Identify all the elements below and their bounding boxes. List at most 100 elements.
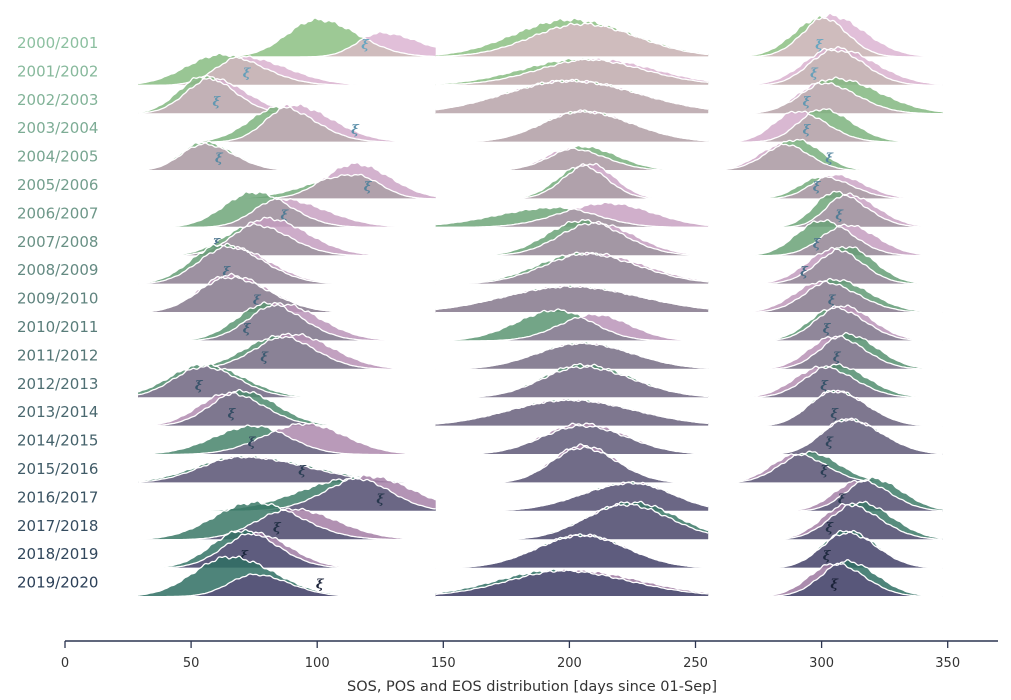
- xi-marker: ξ: [253, 294, 262, 309]
- ridge-eos: [708, 108, 943, 143]
- ridge-eos: [708, 559, 943, 598]
- ridge-pos: [435, 397, 709, 427]
- x-tick-label: 200: [557, 656, 582, 671]
- season-label: 2017/2018: [17, 517, 98, 535]
- outline-series-a: [435, 57, 709, 85]
- area-overlap: [435, 222, 709, 256]
- x-tick-label: 300: [809, 656, 834, 671]
- ridge-pos: [435, 284, 709, 314]
- area-overlap: [435, 342, 709, 370]
- x-axis-label: SOS, POS and EOS distribution [days sinc…: [347, 679, 717, 695]
- x-tick-label: 50: [183, 656, 200, 671]
- xi-marker: ξ: [815, 38, 824, 53]
- area-overlap: [138, 304, 436, 341]
- ridge-eos: [708, 304, 943, 342]
- ridge-sos: [138, 455, 436, 484]
- area-series-a: [138, 556, 436, 597]
- xi-marker: ξ: [803, 123, 812, 138]
- xi-marker: ξ: [800, 265, 809, 280]
- area-overlap: [708, 281, 943, 313]
- ridge-sos: [138, 140, 436, 172]
- area-overlap: [708, 366, 943, 398]
- ridge-eos: [708, 389, 943, 427]
- xi-marker: ξ: [820, 464, 829, 479]
- area-overlap: [138, 430, 436, 455]
- outline-series-b: [435, 22, 709, 58]
- ridge-sos: [138, 388, 436, 427]
- xi-marker: ξ: [298, 464, 307, 479]
- outline-series-b: [435, 78, 709, 111]
- ridge-sos: [138, 103, 436, 143]
- area-overlap: [138, 142, 436, 171]
- xi-marker: ξ: [823, 549, 832, 564]
- xi-marker: ξ: [243, 66, 252, 81]
- season-label: 2003/2004: [17, 119, 98, 137]
- outline-series-b: [435, 397, 709, 425]
- xi-marker: ξ: [240, 549, 249, 564]
- xi-marker: ξ: [361, 38, 370, 53]
- outline-series-a: [435, 17, 709, 56]
- x-tick-label: 250: [683, 656, 708, 671]
- area-overlap: [138, 365, 436, 398]
- xi-marker: ξ: [833, 350, 842, 365]
- season-label: 2001/2002: [17, 62, 98, 80]
- ridge-pos: [435, 533, 709, 569]
- area-overlap: [708, 82, 943, 114]
- xi-marker: ξ: [813, 237, 822, 252]
- xi-marker: ξ: [825, 436, 834, 451]
- area-overlap: [138, 336, 436, 370]
- area-overlap: [435, 366, 709, 398]
- area-overlap: [435, 165, 709, 199]
- xi-marker: ξ: [215, 152, 224, 167]
- xi-marker: ξ: [248, 436, 257, 451]
- season-label: 2004/2005: [17, 148, 98, 166]
- ridge-pos: [435, 17, 709, 58]
- xi-marker: ξ: [830, 578, 839, 593]
- ridge-sos: [138, 242, 436, 285]
- xi-marker: ξ: [212, 237, 221, 252]
- x-tick-label: 0: [61, 656, 69, 671]
- outline-series-b: [435, 284, 709, 310]
- xi-marker: ξ: [823, 322, 832, 337]
- xi-marker: ξ: [223, 265, 232, 280]
- ridge-sos: [138, 474, 436, 513]
- season-label: 2014/2015: [17, 432, 98, 450]
- ridge-eos: [708, 500, 943, 541]
- ridge-eos: [708, 277, 943, 314]
- outline-series-b: [708, 365, 943, 399]
- area-overlap: [138, 198, 436, 228]
- ridge-eos: [708, 45, 943, 87]
- area-overlap: [138, 456, 436, 483]
- xi-marker: ξ: [810, 66, 819, 81]
- outline-series-b: [435, 568, 709, 595]
- ridge-sos: [137, 363, 436, 399]
- area-overlap: [138, 276, 436, 313]
- area-overlap: [708, 114, 943, 143]
- area-overlap: [435, 80, 709, 114]
- x-tick-label: 350: [935, 656, 960, 671]
- xi-marker: ξ: [825, 521, 834, 536]
- outline-series-b: [435, 109, 709, 143]
- area-overlap: [708, 176, 943, 199]
- ridge-eos: [708, 450, 943, 484]
- season-label: 2019/2020: [17, 574, 98, 592]
- ridge-sos: [138, 332, 436, 371]
- xi-marker: ξ: [828, 294, 837, 309]
- xi-marker: ξ: [228, 407, 237, 422]
- season-label: 2013/2014: [17, 403, 98, 421]
- xi-marker: ξ: [803, 95, 812, 110]
- season-label: 2016/2017: [17, 488, 98, 506]
- xi-marker: ξ: [195, 379, 204, 394]
- xi-marker: ξ: [260, 350, 269, 365]
